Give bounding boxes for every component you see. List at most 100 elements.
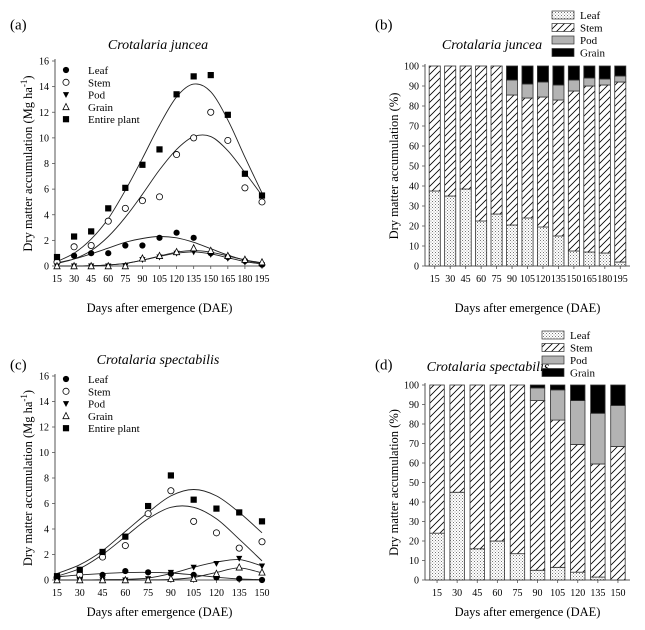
data-point-stem (241, 184, 249, 192)
x-axis-label: Days after emergence (DAE) (455, 301, 601, 315)
x-tick-label: 120 (169, 274, 184, 285)
bar-segment-stem (590, 463, 606, 578)
x-tick-label: 45 (461, 274, 471, 285)
x-tick-label: 195 (255, 274, 270, 285)
x-tick-label: 60 (492, 588, 502, 599)
x-tick-label: 105 (186, 588, 201, 599)
data-point-pod (258, 563, 266, 570)
y-axis-label-superscript: -1 (19, 80, 29, 88)
y-tick-label: 4 (44, 210, 49, 221)
legend-swatch-grain (541, 368, 565, 377)
data-point-leaf (190, 234, 197, 241)
data-point-stem (190, 134, 198, 142)
data-point-grain (258, 257, 266, 266)
x-tick-label: 90 (533, 588, 543, 599)
x-tick-label: 45 (98, 588, 108, 599)
x-tick-label: 105 (152, 274, 167, 285)
data-point-entire-plant (173, 91, 180, 98)
bar-segment-stem (475, 65, 488, 222)
x-tick-label: 15 (52, 588, 62, 599)
data-point-entire-plant (88, 228, 95, 235)
y-tick-label: 80 (409, 420, 419, 431)
data-point-entire-plant (236, 509, 243, 516)
bar-segment-leaf (509, 553, 526, 581)
data-point-grain (98, 575, 107, 584)
data-point-leaf (236, 575, 243, 582)
data-point-grain (235, 562, 243, 571)
data-point-stem (155, 193, 163, 201)
panel-label: (d) (375, 358, 393, 374)
bar-segment-grain (614, 65, 627, 77)
bar-segment-leaf (429, 532, 445, 581)
bar-segment-pod (610, 405, 626, 447)
bar-segment-grain (583, 65, 596, 79)
data-point-entire-plant (190, 496, 197, 503)
bar-segment-stem (610, 446, 626, 581)
y-tick-label: 0 (44, 576, 49, 587)
bar-segment-leaf (469, 548, 485, 581)
legend-label-pod: Pod (570, 355, 588, 367)
bar-segment-stem (529, 400, 546, 571)
legend-label-grain: Grain (580, 48, 606, 60)
data-point-pod (236, 555, 243, 562)
data-point-grain (87, 261, 95, 270)
bar-segment-grain (536, 65, 549, 83)
bar-segment-grain (529, 384, 546, 389)
bar-segment-stem (567, 90, 580, 252)
panel-label: (b) (375, 18, 393, 34)
legend-label-stem: Stem (570, 343, 593, 355)
data-point-pod (167, 569, 174, 576)
bar-segment-leaf (449, 491, 465, 581)
legend-label-stem: Stem (580, 23, 603, 35)
bar-segment-leaf (583, 251, 596, 267)
legend-label-leaf: Leaf (88, 65, 108, 77)
bar-segment-stem (521, 97, 534, 219)
data-point-stem (87, 241, 95, 249)
bar-segment-leaf (459, 188, 472, 267)
x-tick-label: 150 (566, 274, 581, 285)
bar-segment-leaf (428, 190, 441, 267)
fit-curve-grain (57, 567, 263, 581)
y-tick-label: 0 (414, 262, 419, 273)
data-point-leaf (145, 569, 152, 576)
data-point-grain (121, 261, 130, 270)
bar-segment-grain (552, 65, 565, 86)
data-point-entire-plant (53, 253, 61, 261)
bar-segment-pod (550, 389, 566, 421)
data-point-stem (144, 510, 152, 518)
y-tick-label: 10 (39, 133, 49, 144)
bar-segment-leaf (590, 576, 606, 581)
bar-segment-leaf (529, 569, 546, 581)
bar-segment-leaf (570, 571, 586, 581)
legend-marker-stem (62, 78, 70, 86)
legend-label-leaf: Leaf (580, 10, 600, 22)
legend-swatch-leaf (541, 330, 565, 340)
bar-segment-grain (598, 65, 611, 80)
bar-segment-leaf (444, 195, 457, 267)
data-point-stem (212, 529, 220, 537)
data-point-grain (121, 575, 130, 584)
y-tick-label: 80 (409, 102, 419, 113)
chart-title: Crotalaria spectabilis (427, 360, 550, 375)
legend-label-stem: Stem (88, 77, 111, 89)
legend-marker-entire-plant (62, 425, 70, 432)
legend-label-leaf: Leaf (570, 330, 590, 342)
bar-segment-grain (521, 65, 534, 85)
bar-segment-pod (583, 77, 596, 87)
data-point-entire-plant (156, 146, 163, 153)
y-axis-label-main: Dry matter accumulation (%) (387, 93, 401, 240)
y-tick-label: 50 (409, 478, 419, 489)
chart-title: Crotalaria juncea (108, 38, 208, 53)
data-point-leaf (156, 234, 163, 241)
data-point-grain (172, 247, 181, 256)
y-tick-label: 16 (39, 57, 49, 68)
bar-segment-stem (469, 384, 485, 550)
data-point-entire-plant (53, 573, 61, 580)
data-point-stem (70, 243, 78, 251)
bar-segment-grain (550, 384, 566, 391)
x-tick-label: 60 (120, 588, 130, 599)
data-point-stem (190, 517, 198, 525)
x-tick-label: 75 (143, 588, 153, 599)
legend-marker-leaf (62, 66, 70, 74)
